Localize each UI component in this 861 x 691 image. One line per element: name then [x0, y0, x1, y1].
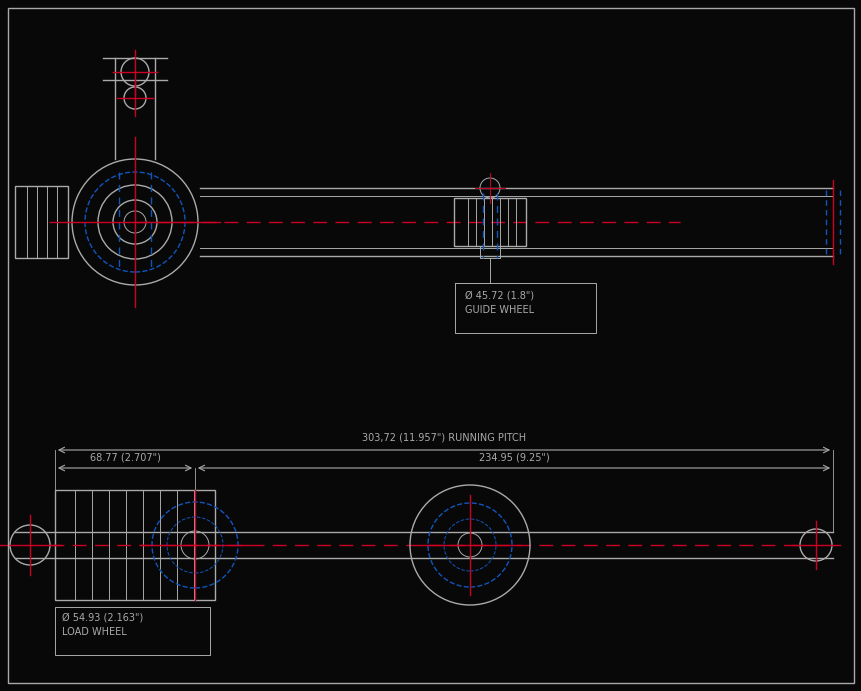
Text: 234.95 (9.25"): 234.95 (9.25") — [478, 452, 548, 462]
Bar — [454, 198, 525, 246]
Bar — [55, 607, 210, 655]
Text: 68.77 (2.707"): 68.77 (2.707") — [90, 452, 160, 462]
Bar — [15, 186, 68, 258]
Text: Ø 45.72 (1.8")
GUIDE WHEEL: Ø 45.72 (1.8") GUIDE WHEEL — [464, 290, 534, 315]
Bar — [480, 246, 499, 258]
Text: 303,72 (11.957") RUNNING PITCH: 303,72 (11.957") RUNNING PITCH — [362, 432, 525, 442]
Bar — [55, 490, 214, 600]
Text: Ø 54.93 (2.163")
LOAD WHEEL: Ø 54.93 (2.163") LOAD WHEEL — [62, 612, 143, 637]
Bar — [455, 283, 595, 333]
